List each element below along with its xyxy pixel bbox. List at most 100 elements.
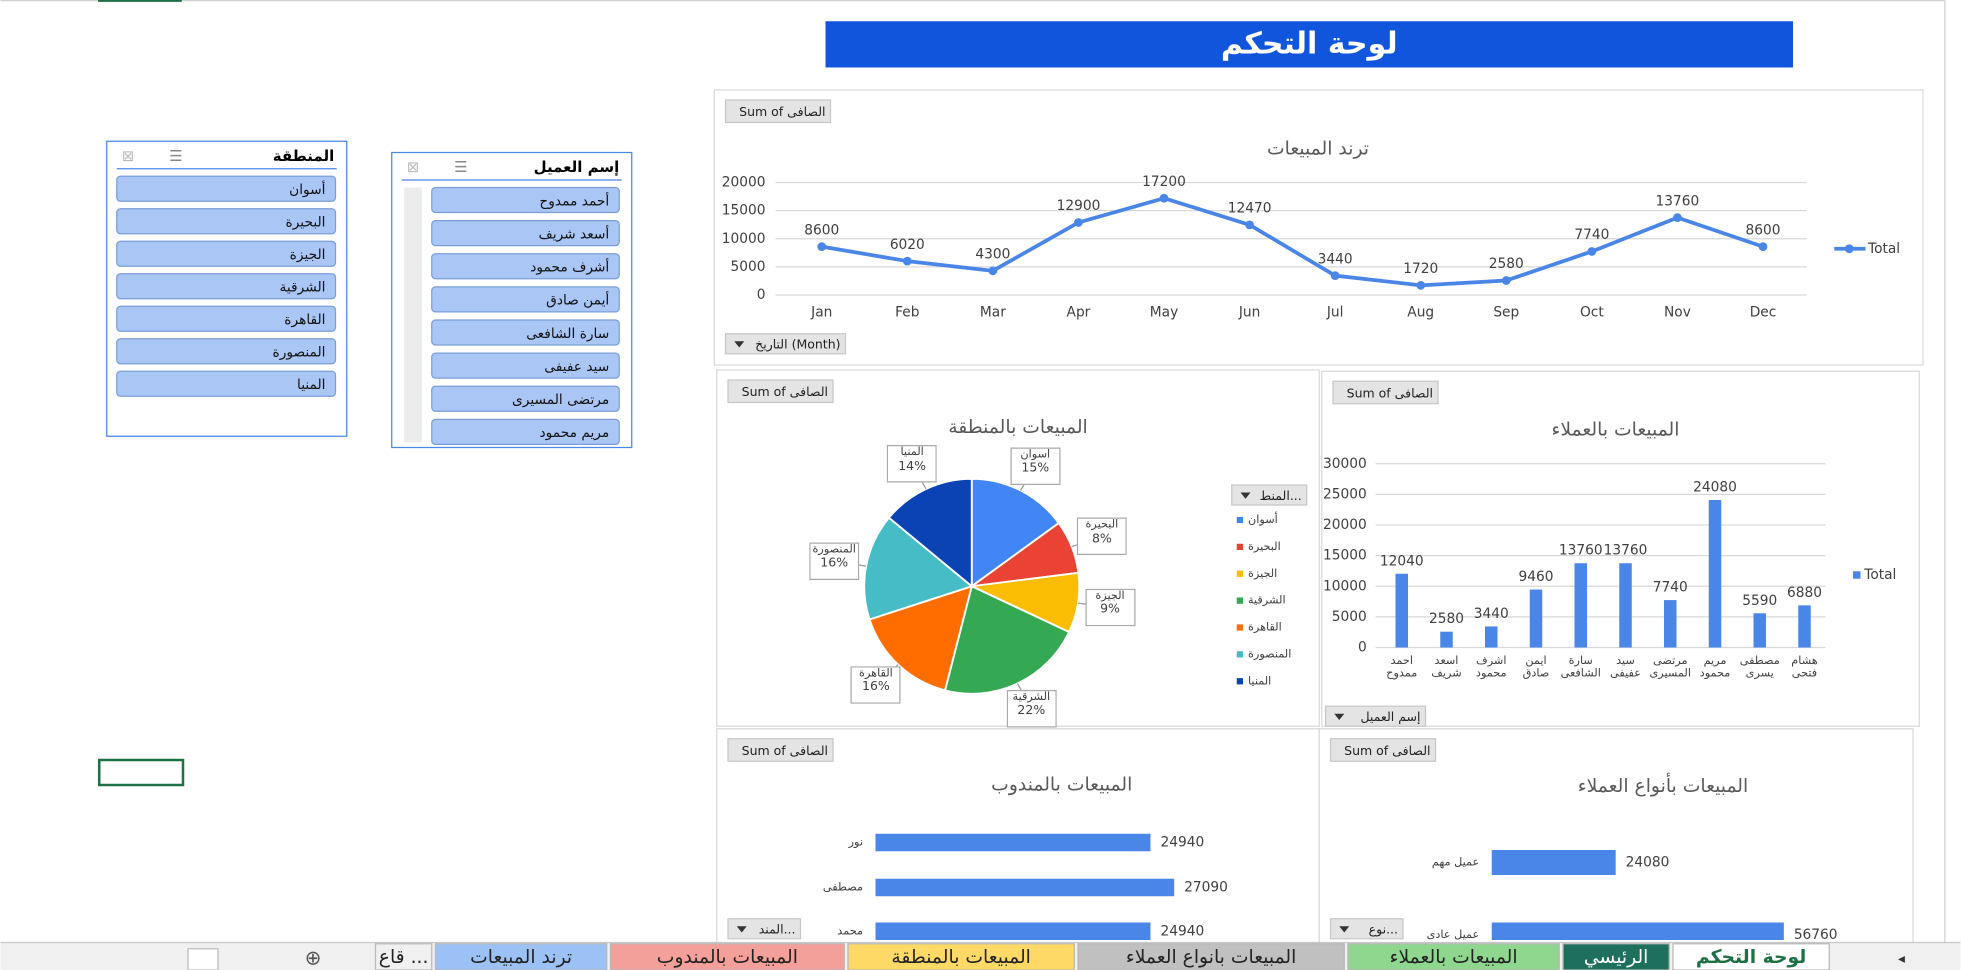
data-label: 24940 [1160, 835, 1204, 851]
slicer-item[interactable] [431, 418, 620, 445]
data-label: 56760 [1794, 927, 1838, 943]
slicer-item[interactable] [431, 286, 620, 313]
x-tick-label: أسعد شريف [1431, 655, 1461, 680]
data-label: 24080 [1626, 855, 1670, 871]
slicer-item[interactable] [431, 385, 620, 412]
data-label: 8600 [1746, 222, 1781, 238]
field-button[interactable] [724, 99, 832, 124]
slicer-item-label: أيمن صادق [546, 291, 609, 309]
sheet-tab[interactable] [609, 943, 845, 970]
bar [1753, 613, 1766, 648]
sheet-tab[interactable] [374, 943, 433, 970]
sheet-tab-label: لوحة التحكم [1696, 947, 1806, 968]
slicer-title: إسم العميل [534, 158, 620, 176]
slicer-item[interactable] [116, 208, 337, 235]
field-button[interactable] [1332, 380, 1439, 405]
bar [1491, 922, 1784, 940]
slicer-item-label: أسوان [289, 180, 326, 198]
sheet-tab[interactable] [1672, 943, 1830, 970]
line-point [817, 242, 827, 251]
line-point [1673, 213, 1682, 222]
selected-cell[interactable] [97, 758, 185, 787]
legend-label: المنيا [1248, 674, 1271, 687]
data-label: 3440 [1474, 606, 1509, 622]
y-tick-label: 30000 [1323, 456, 1367, 472]
slicer-item[interactable] [431, 253, 620, 280]
pie-label-value: 8% [1091, 531, 1112, 546]
slicer-item[interactable] [116, 338, 337, 365]
dropdown-arrow [734, 341, 745, 348]
bar [1708, 500, 1722, 648]
line-point [1587, 247, 1597, 256]
sheet-tab[interactable] [847, 943, 1075, 970]
field-button[interactable] [727, 379, 834, 404]
slicer-item[interactable] [116, 175, 337, 202]
pie-label-value: 14% [898, 459, 927, 474]
slicer-item-label: مرتضى المسيرى [512, 392, 609, 408]
slicer-item-label: سيد عفيفى [544, 359, 609, 375]
scroll-box[interactable] [187, 948, 219, 970]
field-button[interactable] [1329, 918, 1404, 940]
x-tick-label: Mar [980, 305, 1006, 321]
field-button-label: Sum of الصافى [742, 743, 828, 758]
y-tick-label: 20000 [722, 175, 766, 191]
field-button[interactable] [1324, 705, 1427, 727]
slicer-item[interactable] [116, 370, 337, 397]
pie-label-box: الشرقية 22% [1006, 689, 1057, 728]
add-sheet[interactable]: ⊕ [305, 945, 322, 969]
data-label: 7740 [1574, 227, 1609, 243]
chart-plot: نور 24940 مصطفى 27090 محمد 24940 [823, 833, 1228, 940]
sheet-tab[interactable] [1347, 943, 1560, 970]
slicer-item-label: المنصورة [273, 345, 326, 361]
bar [1619, 563, 1632, 648]
slicer-item[interactable] [116, 240, 337, 267]
field-button-label: نوع... [1369, 922, 1398, 938]
field-button[interactable] [1329, 738, 1437, 762]
chart-title: ترند المبيعات [1267, 138, 1369, 159]
x-tick-label: مرتضى المسيرى [1649, 655, 1691, 681]
line-point [902, 256, 912, 266]
field-button[interactable] [727, 918, 802, 940]
legend-label: Total [1863, 567, 1896, 583]
data-label: 13760 [1559, 543, 1603, 559]
slicer-item[interactable] [116, 305, 337, 332]
sheet-tab[interactable] [1562, 943, 1670, 970]
pie-slice [868, 584, 974, 692]
y-tick-label: 15000 [1323, 548, 1367, 564]
field-button-label: Sum of الصافى [742, 384, 828, 399]
bar [875, 833, 1151, 852]
legend-swatch [1236, 624, 1243, 631]
x-tick-label: Oct [1580, 305, 1604, 321]
pie-slice [887, 477, 973, 589]
field-button[interactable] [1231, 484, 1308, 506]
y-tick-label: عميل عادى [1427, 928, 1480, 941]
scroll-arrow[interactable]: ◂ [1898, 951, 1905, 967]
slicer-item[interactable] [116, 273, 337, 300]
x-tick-text: سيد عفيفى [1610, 655, 1641, 681]
field-button[interactable] [727, 738, 834, 762]
legend-swatch [1853, 571, 1861, 579]
sheet-tab[interactable] [1077, 943, 1345, 970]
slicer-item[interactable] [431, 319, 620, 346]
line-point [1074, 218, 1083, 227]
pie-slice [970, 477, 1061, 589]
x-tick-text: مرتضى المسيرى [1649, 655, 1691, 681]
field-button[interactable] [724, 333, 847, 355]
slicer-item[interactable] [431, 220, 620, 247]
pie-label-box: أسوان 15% [1010, 447, 1061, 485]
x-tick-label: سارة الشافعى [1560, 655, 1601, 681]
x-tick-text: سارة الشافعى [1560, 655, 1601, 681]
x-tick-text: أشرف محمود [1475, 655, 1507, 681]
slicer-item[interactable] [431, 352, 620, 379]
legend-swatch [1236, 597, 1243, 604]
slicer-item-label: مريم محمود [540, 425, 610, 441]
line-point [1330, 271, 1340, 281]
line-point [1245, 220, 1254, 230]
data-label: 17200 [1142, 174, 1186, 190]
slicer-item[interactable] [431, 186, 620, 214]
legend-label: المنصورة [1248, 647, 1291, 661]
sheet-tab[interactable] [434, 943, 608, 970]
